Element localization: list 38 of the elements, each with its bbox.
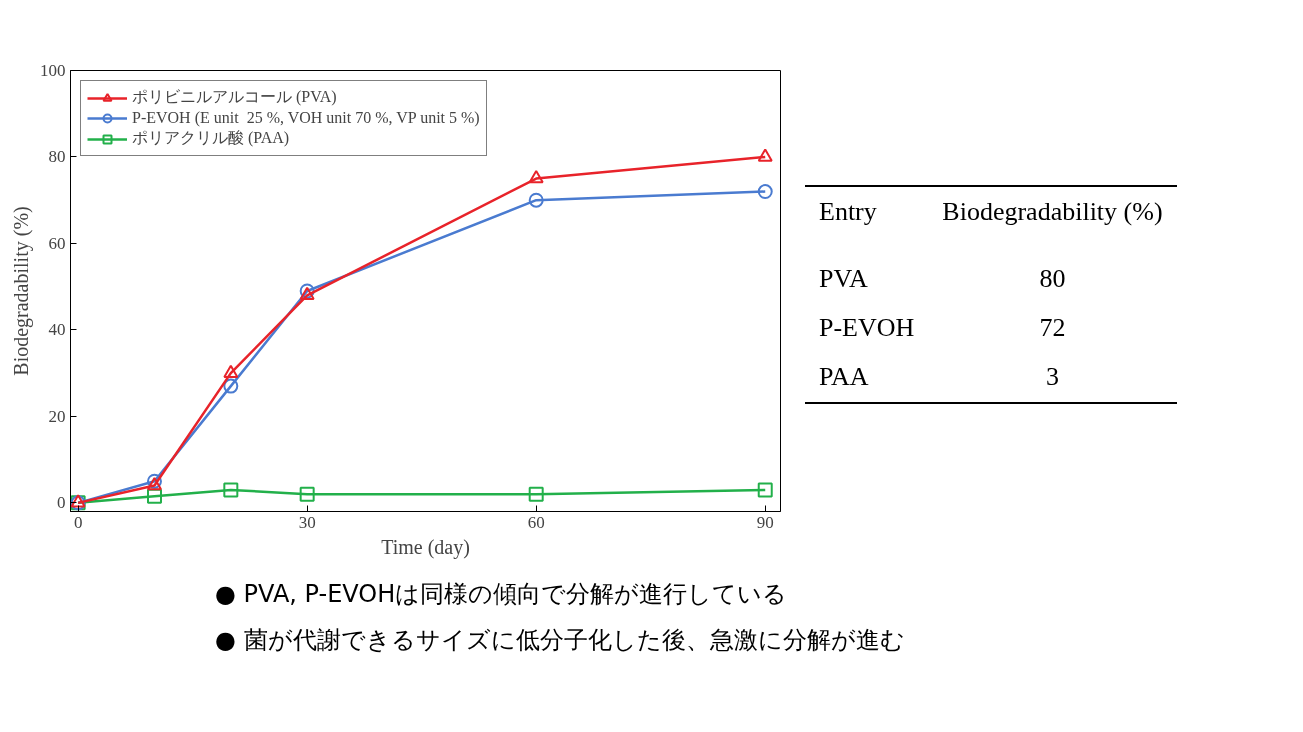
y-tick-label: 80 (48, 147, 66, 167)
point (299, 486, 315, 502)
point (223, 378, 239, 394)
y-tick-label: 60 (48, 233, 66, 253)
x-tick-label: 60 (527, 512, 545, 532)
text: PVA (818, 263, 869, 296)
y-tick-label: 20 (48, 406, 66, 426)
text: PAA (818, 361, 870, 394)
point (528, 192, 544, 208)
y-tick-label: 100 (40, 61, 66, 80)
point (146, 488, 162, 504)
x-tick-label: 30 (298, 512, 316, 532)
point (146, 477, 162, 491)
y-axis-title: Biodegradability (%) (10, 206, 33, 376)
text: ● 菌が代謝できるサイズに低分子化した後、急激に分解が進む (215, 625, 905, 657)
y-tick-label: 0 (57, 493, 66, 513)
x-tick-label: 0 (73, 512, 83, 532)
point (528, 486, 544, 502)
point (757, 148, 773, 162)
legend-label: ポリアクリル酸 (PAA) (132, 128, 290, 149)
legend-label: P-EVOH (E unit 25 %, VOH unit 70 %, VP unit 5 %) (132, 109, 480, 127)
text: P-EVOH (818, 312, 916, 345)
text: 80 (1038, 263, 1067, 296)
x-axis-title: Time (day) (381, 535, 470, 559)
text: ● PVA, P-EVOHは同様の傾向で分解が進行している (215, 579, 789, 610)
point (223, 364, 239, 378)
text: Biodegradability (%) (941, 196, 1164, 228)
point (223, 482, 239, 498)
text: 72 (1038, 312, 1067, 345)
text: 3 (1044, 361, 1060, 394)
point (757, 184, 773, 200)
x-tick-label: 90 (756, 512, 774, 532)
legend-label: ポリビニルアルコール (PVA) (132, 87, 337, 108)
point (757, 482, 773, 498)
y-tick-label: 40 (48, 320, 66, 340)
text: Entry (818, 196, 878, 228)
point (146, 473, 162, 489)
point (528, 170, 544, 184)
